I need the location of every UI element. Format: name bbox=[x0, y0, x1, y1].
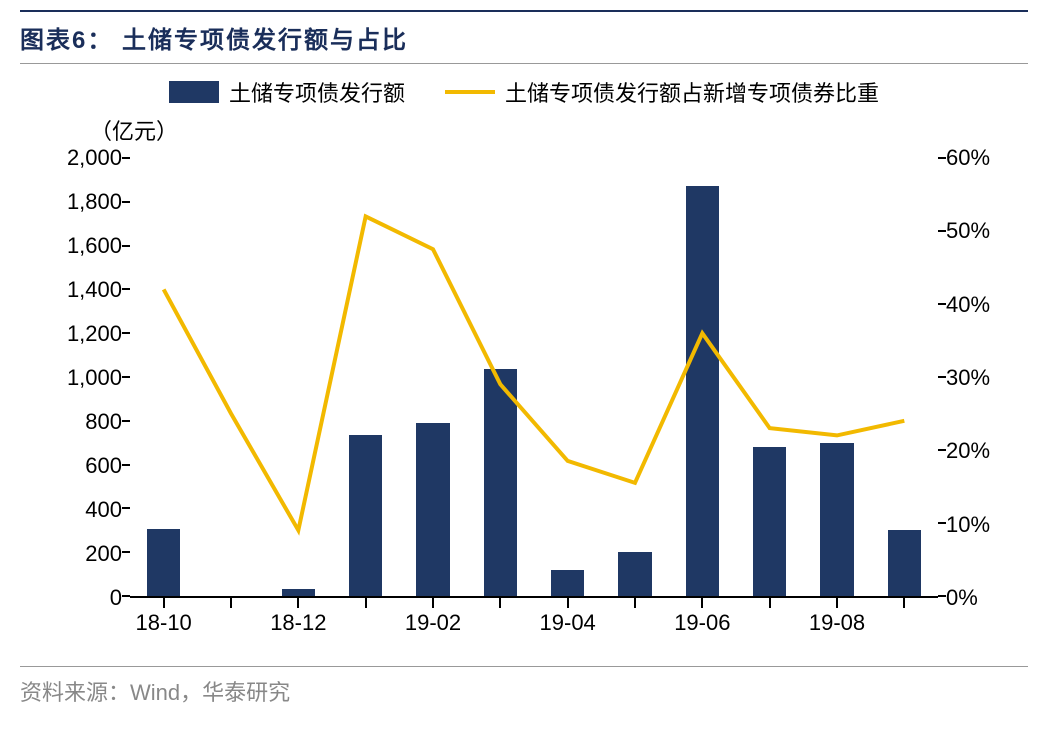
y-left-tick-mark bbox=[122, 464, 130, 466]
x-tick-mark bbox=[769, 598, 771, 608]
y-right-tick-mark bbox=[938, 449, 946, 451]
x-tick-mark bbox=[365, 598, 367, 608]
line-swatch-icon bbox=[445, 90, 495, 94]
y-right-axis: 0%10%20%30%40%50%60% bbox=[938, 158, 1018, 598]
y-left-unit: （亿元） bbox=[20, 114, 1028, 146]
source-text: 资料来源：Wind，华泰研究 bbox=[20, 666, 1028, 707]
y-left-tick: 200 bbox=[30, 541, 130, 567]
x-tick-mark bbox=[903, 598, 905, 608]
y-right-tick: 50% bbox=[938, 218, 1018, 244]
y-right-tick: 20% bbox=[938, 438, 1018, 464]
y-right-tick: 0% bbox=[938, 585, 1018, 611]
chart-area: 0 200 400 600 800 1,000 1,200 1,400 1,600 1,800 2,… bbox=[30, 148, 1018, 648]
y-left-tick-mark bbox=[122, 551, 130, 553]
y-right-tick: 30% bbox=[938, 365, 1018, 391]
chart-title: 图表6： 土储专项债发行额与占比 bbox=[20, 20, 1028, 55]
y-right-tick-mark bbox=[938, 522, 946, 524]
y-left-tick: 1,800 bbox=[30, 189, 130, 215]
y-left-tick: 600 bbox=[30, 453, 130, 479]
legend: 土储专项债发行额 土储专项债发行额占新增专项债券比重 bbox=[20, 76, 1028, 108]
y-left-tick-mark bbox=[122, 201, 130, 203]
x-tick-mark bbox=[230, 598, 232, 608]
plot-area bbox=[130, 158, 938, 598]
y-left-tick: 0 bbox=[30, 585, 130, 611]
x-tick-label: 18-12 bbox=[270, 610, 326, 636]
chart-title-bar: 图表6： 土储专项债发行额与占比 bbox=[20, 10, 1028, 64]
x-tick-label: 18-10 bbox=[136, 610, 192, 636]
x-tick-mark bbox=[163, 598, 165, 608]
y-left-tick: 1,600 bbox=[30, 233, 130, 259]
y-left-tick-mark bbox=[122, 376, 130, 378]
x-tick-label: 19-08 bbox=[809, 610, 865, 636]
y-right-tick-mark bbox=[938, 595, 946, 597]
legend-item-line: 土储专项债发行额占新增专项债券比重 bbox=[445, 76, 879, 108]
y-left-tick-mark bbox=[122, 332, 130, 334]
y-left-tick-mark bbox=[122, 245, 130, 247]
x-tick-mark bbox=[297, 598, 299, 608]
y-left-tick: 800 bbox=[30, 409, 130, 435]
y-right-tick-mark bbox=[938, 230, 946, 232]
bar-swatch-icon bbox=[169, 81, 219, 103]
legend-line-label: 土储专项债发行额占新增专项债券比重 bbox=[505, 76, 879, 108]
y-right-tick-mark bbox=[938, 376, 946, 378]
y-left-tick: 1,400 bbox=[30, 277, 130, 303]
y-left-axis: 02004006008001,0001,2001,4001,6001,8002,… bbox=[30, 158, 130, 598]
x-tick-mark bbox=[499, 598, 501, 608]
x-tick-mark bbox=[634, 598, 636, 608]
x-tick-mark bbox=[836, 598, 838, 608]
y-left-tick-mark bbox=[122, 595, 130, 597]
y-left-tick: 2,000 bbox=[30, 145, 130, 171]
y-left-tick-mark bbox=[122, 420, 130, 422]
line-layer bbox=[130, 158, 938, 596]
y-left-tick: 400 bbox=[30, 497, 130, 523]
y-left-tick-mark bbox=[122, 288, 130, 290]
x-tick-label: 19-04 bbox=[540, 610, 596, 636]
y-left-tick: 1,000 bbox=[30, 365, 130, 391]
x-tick-mark bbox=[432, 598, 434, 608]
y-left-tick: 1,200 bbox=[30, 321, 130, 347]
legend-bar-label: 土储专项债发行额 bbox=[229, 76, 405, 108]
x-tick-label: 19-06 bbox=[674, 610, 730, 636]
legend-item-bar: 土储专项债发行额 bbox=[169, 76, 405, 108]
trend-line bbox=[164, 216, 905, 530]
y-left-tick-mark bbox=[122, 507, 130, 509]
y-right-tick-mark bbox=[938, 303, 946, 305]
x-axis: 18-10 18-12 19-02 19-04 19-06 19-08 bbox=[130, 598, 938, 648]
y-right-tick: 40% bbox=[938, 292, 1018, 318]
y-left-tick-mark bbox=[122, 157, 130, 159]
x-tick-label: 19-02 bbox=[405, 610, 461, 636]
y-right-tick-mark bbox=[938, 157, 946, 159]
x-tick-mark bbox=[701, 598, 703, 608]
y-right-tick: 60% bbox=[938, 145, 1018, 171]
x-tick-mark bbox=[567, 598, 569, 608]
y-right-tick: 10% bbox=[938, 512, 1018, 538]
